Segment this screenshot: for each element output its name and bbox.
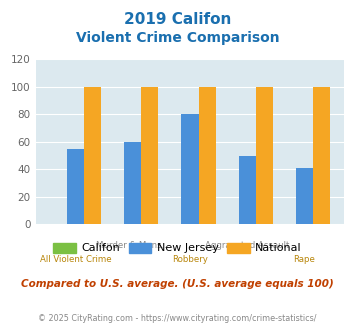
Bar — [181, 115, 198, 224]
Text: Robbery: Robbery — [172, 255, 208, 264]
Bar — [124, 142, 141, 224]
Text: Murder & Mans...: Murder & Mans... — [96, 241, 169, 250]
Text: Rape: Rape — [294, 255, 316, 264]
Bar — [296, 168, 313, 224]
Bar — [141, 87, 158, 224]
Text: 2019 Califon: 2019 Califon — [124, 12, 231, 26]
Bar — [239, 156, 256, 224]
Bar — [313, 87, 330, 224]
Bar — [67, 149, 84, 224]
Legend: Califon, New Jersey, National: Califon, New Jersey, National — [49, 238, 306, 258]
Text: © 2025 CityRating.com - https://www.cityrating.com/crime-statistics/: © 2025 CityRating.com - https://www.city… — [38, 314, 317, 323]
Bar — [84, 87, 101, 224]
Bar — [198, 87, 216, 224]
Text: Compared to U.S. average. (U.S. average equals 100): Compared to U.S. average. (U.S. average … — [21, 279, 334, 289]
Text: Violent Crime Comparison: Violent Crime Comparison — [76, 31, 279, 45]
Bar — [256, 87, 273, 224]
Text: Aggravated Assault: Aggravated Assault — [205, 241, 289, 250]
Text: All Violent Crime: All Violent Crime — [39, 255, 111, 264]
